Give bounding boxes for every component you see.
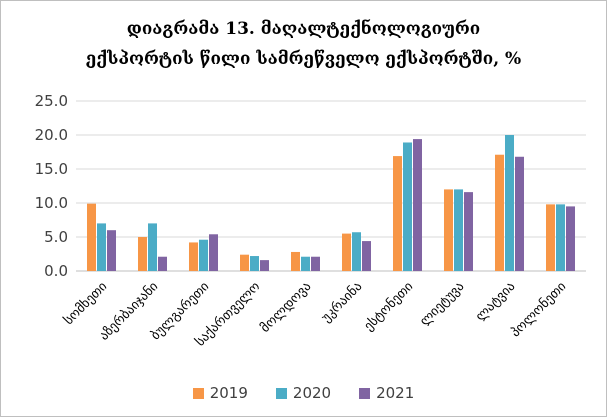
bar bbox=[566, 206, 575, 271]
bar bbox=[515, 156, 524, 271]
legend-swatch bbox=[192, 387, 204, 399]
legend-label: 2019 bbox=[209, 384, 248, 402]
y-tick-label: 10.0 bbox=[35, 194, 68, 212]
chart-title-line-1: დიაგრამა 13. მაღალტექნოლოგიური bbox=[126, 19, 481, 39]
x-tick-label: უკრაინა bbox=[319, 279, 365, 325]
bar bbox=[199, 239, 208, 271]
bar bbox=[148, 223, 157, 271]
bar bbox=[240, 254, 249, 271]
bar bbox=[209, 234, 218, 271]
chart-legend: 2019 2020 2021 bbox=[0, 384, 607, 402]
x-tick-label: მოლდოვა bbox=[258, 279, 315, 336]
x-tick-label: პოლონეთი bbox=[508, 279, 569, 340]
bar bbox=[107, 230, 116, 271]
legend-item: 2021 bbox=[359, 384, 414, 402]
bar bbox=[301, 256, 310, 271]
chart-title-line-2: ექსპორტის წილი სამრეწველო ექსპორტში, % bbox=[85, 49, 522, 69]
x-tick-label: ლატვია bbox=[473, 279, 518, 324]
legend-item: 2019 bbox=[192, 384, 248, 402]
bar bbox=[138, 237, 147, 271]
bar bbox=[464, 192, 473, 271]
x-tick-label: ესტონეთი bbox=[361, 279, 416, 334]
y-tick-label: 5.0 bbox=[44, 228, 68, 246]
bar bbox=[505, 135, 514, 271]
chart-title: დიაგრამა 13. მაღალტექნოლოგიური ექსპორტის… bbox=[0, 14, 607, 74]
legend-item: 2020 bbox=[275, 384, 332, 402]
bar bbox=[311, 256, 320, 271]
bar bbox=[403, 142, 412, 271]
bar bbox=[393, 156, 402, 271]
x-tick-label: ლიეტუვა bbox=[417, 279, 467, 329]
bar bbox=[413, 139, 422, 271]
legend-swatch bbox=[275, 387, 287, 399]
x-tick-label: სომხეთი bbox=[61, 279, 110, 328]
bar bbox=[291, 251, 300, 271]
legend-label: 2020 bbox=[292, 384, 332, 402]
bar bbox=[352, 232, 361, 271]
bar bbox=[342, 233, 351, 271]
bar bbox=[556, 204, 565, 271]
bar bbox=[260, 260, 269, 271]
bar bbox=[87, 203, 96, 271]
y-tick-label: 15.0 bbox=[35, 160, 68, 178]
bar bbox=[362, 241, 371, 271]
bar bbox=[546, 204, 555, 271]
bar bbox=[444, 189, 453, 271]
legend-label: 2021 bbox=[376, 384, 415, 402]
legend-swatch bbox=[359, 387, 371, 399]
bar bbox=[250, 256, 259, 271]
bar bbox=[454, 189, 463, 271]
y-tick-label: 0.0 bbox=[44, 262, 68, 280]
y-tick-label: 20.0 bbox=[35, 126, 68, 144]
bar bbox=[189, 242, 198, 271]
bar bbox=[158, 256, 167, 271]
bar bbox=[97, 223, 106, 271]
y-tick-label: 25.0 bbox=[35, 92, 68, 110]
bar bbox=[495, 154, 504, 271]
